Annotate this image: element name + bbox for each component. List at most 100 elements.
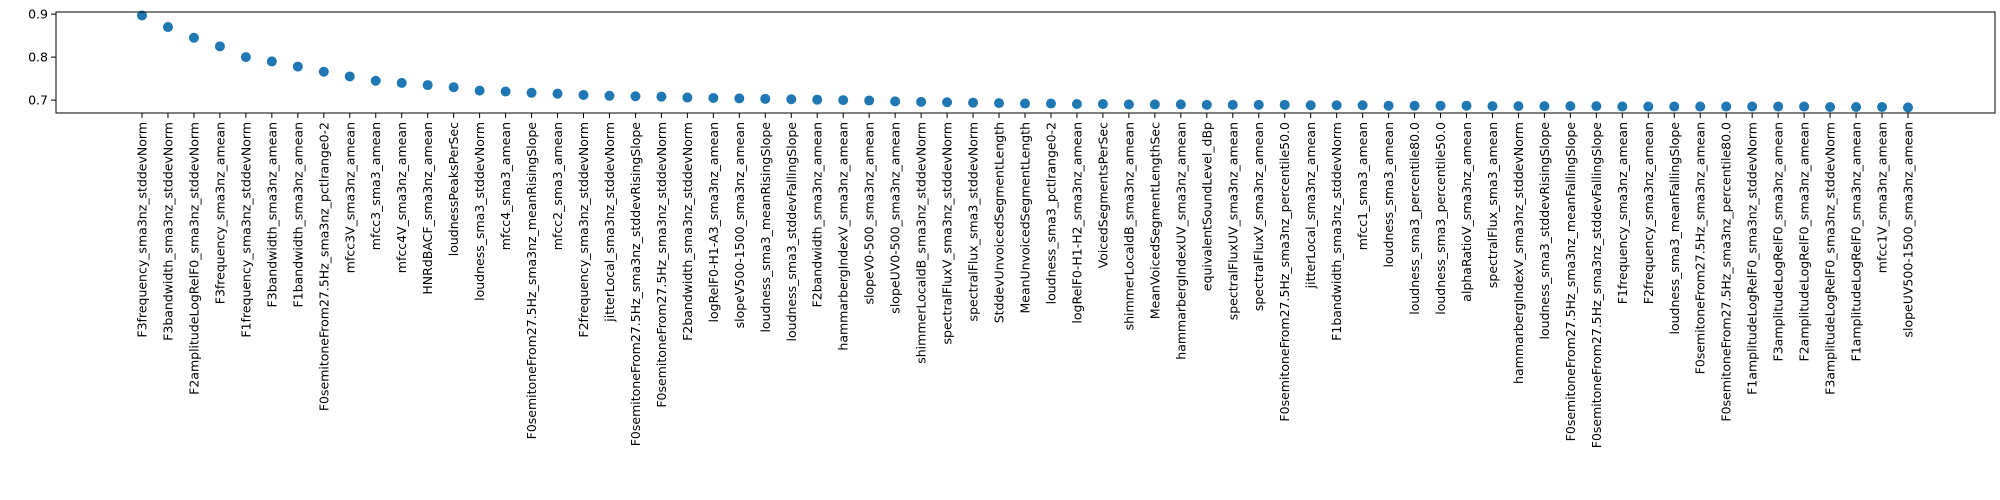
x-tick-label: F2bandwidth_sma3nz_stddevNorm [680,122,695,341]
data-points [137,10,1913,113]
data-point [604,90,615,101]
data-point [1279,99,1290,110]
plot-frame [55,11,1996,114]
x-tick-label: alphaRatioV_sma3nz_amean [1459,122,1474,302]
data-point [968,97,979,108]
x-tick-label: mfcc3_sma3_amean [368,122,383,250]
x-tick-label: slopeV500-1500_sma3nz_amean [732,122,747,328]
data-point [656,91,667,102]
data-point [864,95,875,106]
data-point [1721,101,1732,112]
data-point [1227,99,1238,110]
x-tick-label: F0semitoneFrom27.5Hz_sma3nz_amean [1693,122,1708,374]
data-point [1565,101,1576,112]
data-point [994,98,1005,109]
data-point [838,95,849,106]
x-tick-label: shimmerLocaldB_sma3nz_stddevNorm [914,122,929,364]
data-point [1357,100,1368,111]
x-tick-label: F2bandwidth_sma3nz_amean [810,122,825,307]
data-point [1331,100,1342,111]
data-point [422,80,433,91]
y-tick-label: 0.8 [28,50,48,65]
data-point [1903,102,1913,113]
data-point [708,92,719,103]
data-point [1695,101,1706,112]
x-tick-label: equivalentSoundLevel_dBp [1199,122,1214,291]
data-point [890,96,901,107]
x-tick-label: F3amplitudeLogRelF0_sma3nz_amean [1771,122,1786,361]
x-tick-label: loudness_sma3_pctlrange0-2 [1043,122,1058,304]
data-point [1435,100,1446,111]
x-tick-label: logRelF0-H1-A3_sma3nz_amean [706,122,721,322]
data-point [1773,101,1784,112]
x-tick-label: loudness_sma3_stddevNorm [472,122,487,301]
x-tick-label: F2amplitudeLogRelF0_sma3nz_amean [1797,122,1812,361]
x-tick-label: hammarbergIndexV_sma3nz_stddevNorm [1511,122,1526,384]
data-point [344,71,355,82]
data-point [630,91,641,102]
data-point [1825,101,1836,112]
data-point [1539,101,1550,112]
x-tick-label: F0semitoneFrom27.5Hz_sma3nz_stddevNorm [654,122,669,408]
data-point [1487,101,1498,112]
x-tick-label: F0semitoneFrom27.5Hz_sma3nz_stddevFallin… [1589,122,1604,449]
data-point [266,56,277,67]
x-tick-label: loudnessPeaksPerSec [446,122,461,256]
data-point [916,96,927,107]
data-point [240,52,251,63]
x-tick-label: spectralFluxV_sma3nz_stddevNorm [940,122,955,344]
data-point [1851,101,1862,112]
x-tick-label: slopeUV0-500_sma3nz_amean [888,122,903,314]
data-point [1045,98,1056,109]
data-point [786,94,797,105]
x-tick-label: F3frequency_sma3nz_stddevNorm [135,122,150,338]
x-tick-label: loudness_sma3_meanRisingSlope [758,122,773,333]
data-point [318,66,329,77]
x-tick-label: F0semitoneFrom27.5Hz_sma3nz_percentile80… [1719,122,1734,422]
x-tick-label: logRelF0-H1-H2_sma3nz_amean [1069,122,1084,324]
x-tick-label: F3amplitudeLogRelF0_sma3nz_stddevNorm [1823,122,1838,395]
data-point [812,94,823,105]
data-point [1513,101,1524,112]
x-tick-label: mfcc3V_sma3nz_amean [342,122,357,273]
x-tick-label: loudness_sma3_percentile80.0 [1407,122,1422,315]
data-point [1305,100,1316,111]
x-tick-label: loudness_sma3_meanFallingSlope [1667,122,1682,335]
data-point [942,97,953,108]
y-tick-label: 0.7 [28,93,48,108]
x-axis: F3frequency_sma3nz_stddevNorm F3bandwidth… [135,113,1916,448]
x-tick-label: loudness_sma3_amean [1381,122,1396,268]
data-point [1461,100,1472,111]
data-point [396,77,407,88]
x-tick-label: HNRdBACF_sma3nz_amean [420,122,435,295]
x-tick-label: MeanUnvoicedSegmentLength [1018,122,1033,314]
data-point [448,82,459,93]
x-tick-label: F1frequency_sma3nz_stddevNorm [238,122,253,338]
data-point [1253,99,1264,110]
x-tick-label: jitterLocal_sma3nz_stddevNorm [602,122,617,323]
x-tick-label: mfcc4_sma3_amean [498,122,513,250]
x-tick-label: F3frequency_sma3nz_amean [212,122,227,304]
data-point [1020,98,1030,109]
x-tick-label: hammarbergIndexUV_sma3nz_amean [1173,122,1188,360]
data-point [292,61,303,72]
data-point [1747,101,1758,112]
data-point [474,85,485,96]
data-point [1149,99,1160,110]
data-point [1591,101,1602,112]
x-tick-label: slopeV0-500_sma3nz_amean [862,122,877,305]
data-point [188,32,199,43]
data-point [1175,99,1186,110]
data-point [162,22,173,33]
data-point [552,88,563,99]
x-tick-label: spectralFlux_sma3_stddevNorm [966,122,981,321]
data-point [1877,101,1888,112]
x-tick-label: F0semitoneFrom27.5Hz_sma3nz_meanFallingS… [1563,122,1578,442]
x-tick-label: F0semitoneFrom27.5Hz_sma3nz_meanRisingSl… [524,122,539,440]
data-point [500,86,511,97]
y-axis: 0.7 0.8 0.9 [28,7,56,108]
data-point [370,75,381,86]
data-point [1669,101,1680,112]
data-point [1097,98,1108,109]
